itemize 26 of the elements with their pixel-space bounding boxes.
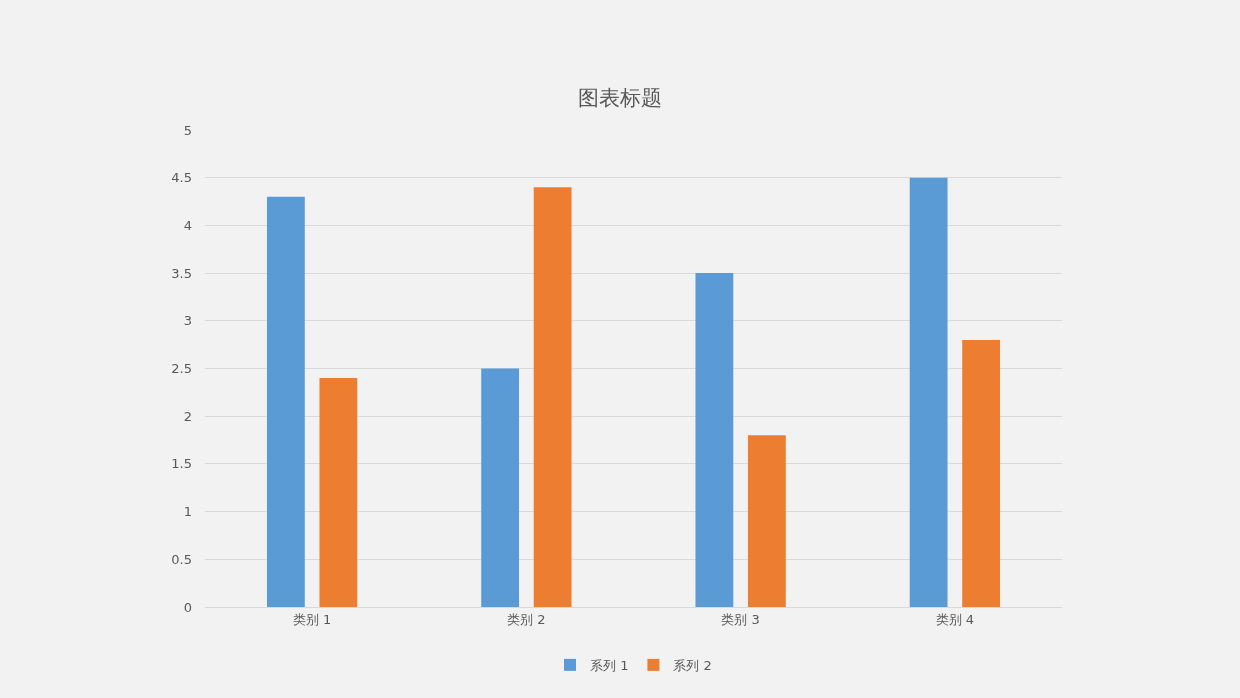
y-tick-label: 3 xyxy=(183,313,192,329)
bar xyxy=(962,339,1001,607)
y-tick-label: 1.5 xyxy=(171,456,192,472)
legend-label: 系列 2 xyxy=(673,657,712,673)
bar xyxy=(319,378,358,607)
y-tick-label: 4 xyxy=(183,217,192,233)
bar xyxy=(695,273,734,607)
y-tick-label: 3.5 xyxy=(171,265,192,281)
y-tick-label: 5 xyxy=(183,122,192,138)
legend-label: 系列 1 xyxy=(590,657,629,673)
bar xyxy=(747,435,786,607)
x-tick-label: 类别 4 xyxy=(935,611,975,627)
y-tick-label: 0.5 xyxy=(171,551,192,567)
x-tick-label: 类别 2 xyxy=(507,611,546,627)
y-tick-label: 2.5 xyxy=(171,361,192,377)
x-tick-label: 类别 3 xyxy=(721,611,760,627)
y-tick-label: 2 xyxy=(183,408,192,424)
y-tick-label: 4.5 xyxy=(171,170,192,186)
y-tick-label: 1 xyxy=(183,504,192,520)
bar xyxy=(909,177,948,607)
bar xyxy=(266,196,305,607)
x-tick-label: 类别 1 xyxy=(292,611,332,627)
bar xyxy=(481,368,520,607)
y-tick-label: 0 xyxy=(183,599,192,615)
chart-title: 图表标题 xyxy=(578,86,662,111)
bar xyxy=(533,187,572,607)
